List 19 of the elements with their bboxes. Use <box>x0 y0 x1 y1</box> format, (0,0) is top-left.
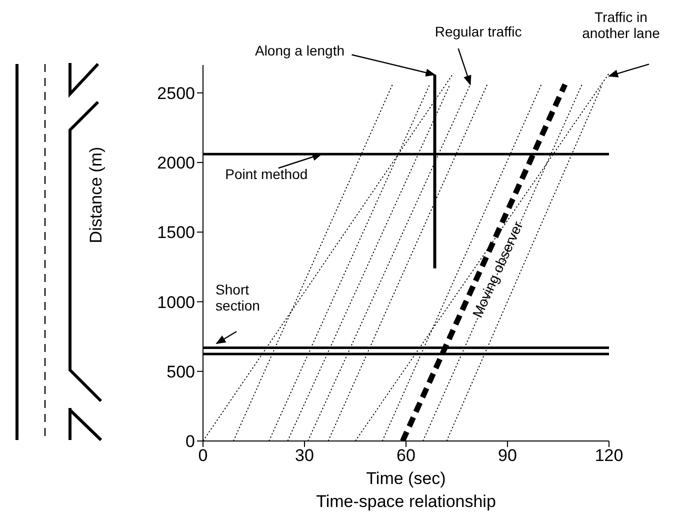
y-axis-title: Distance (m) <box>86 146 106 244</box>
y-tick-label: 1000 <box>157 292 195 312</box>
x-axis-title: Time (sec) <box>366 469 446 488</box>
annotation: Point method <box>225 166 308 182</box>
annotation: Regular traffic <box>434 23 522 40</box>
x-tick-label: 120 <box>594 446 624 466</box>
y-tick-label: 0 <box>186 432 195 452</box>
annotation: Traffic in another lane <box>582 8 660 41</box>
x-tick-label: 0 <box>198 446 208 466</box>
annotation: Along a length <box>254 42 345 58</box>
x-tick-label: 30 <box>295 446 314 466</box>
y-tick-label: 2000 <box>157 154 195 173</box>
annotation: Short section <box>216 281 260 314</box>
text: Time-space relationship <box>316 492 496 511</box>
x-tick-label: 60 <box>396 446 416 466</box>
y-tick-label: 1500 <box>157 223 195 242</box>
y-tick-label: 2500 <box>157 84 195 103</box>
x-tick-label: 90 <box>498 446 517 466</box>
y-tick-label: 500 <box>166 362 195 382</box>
